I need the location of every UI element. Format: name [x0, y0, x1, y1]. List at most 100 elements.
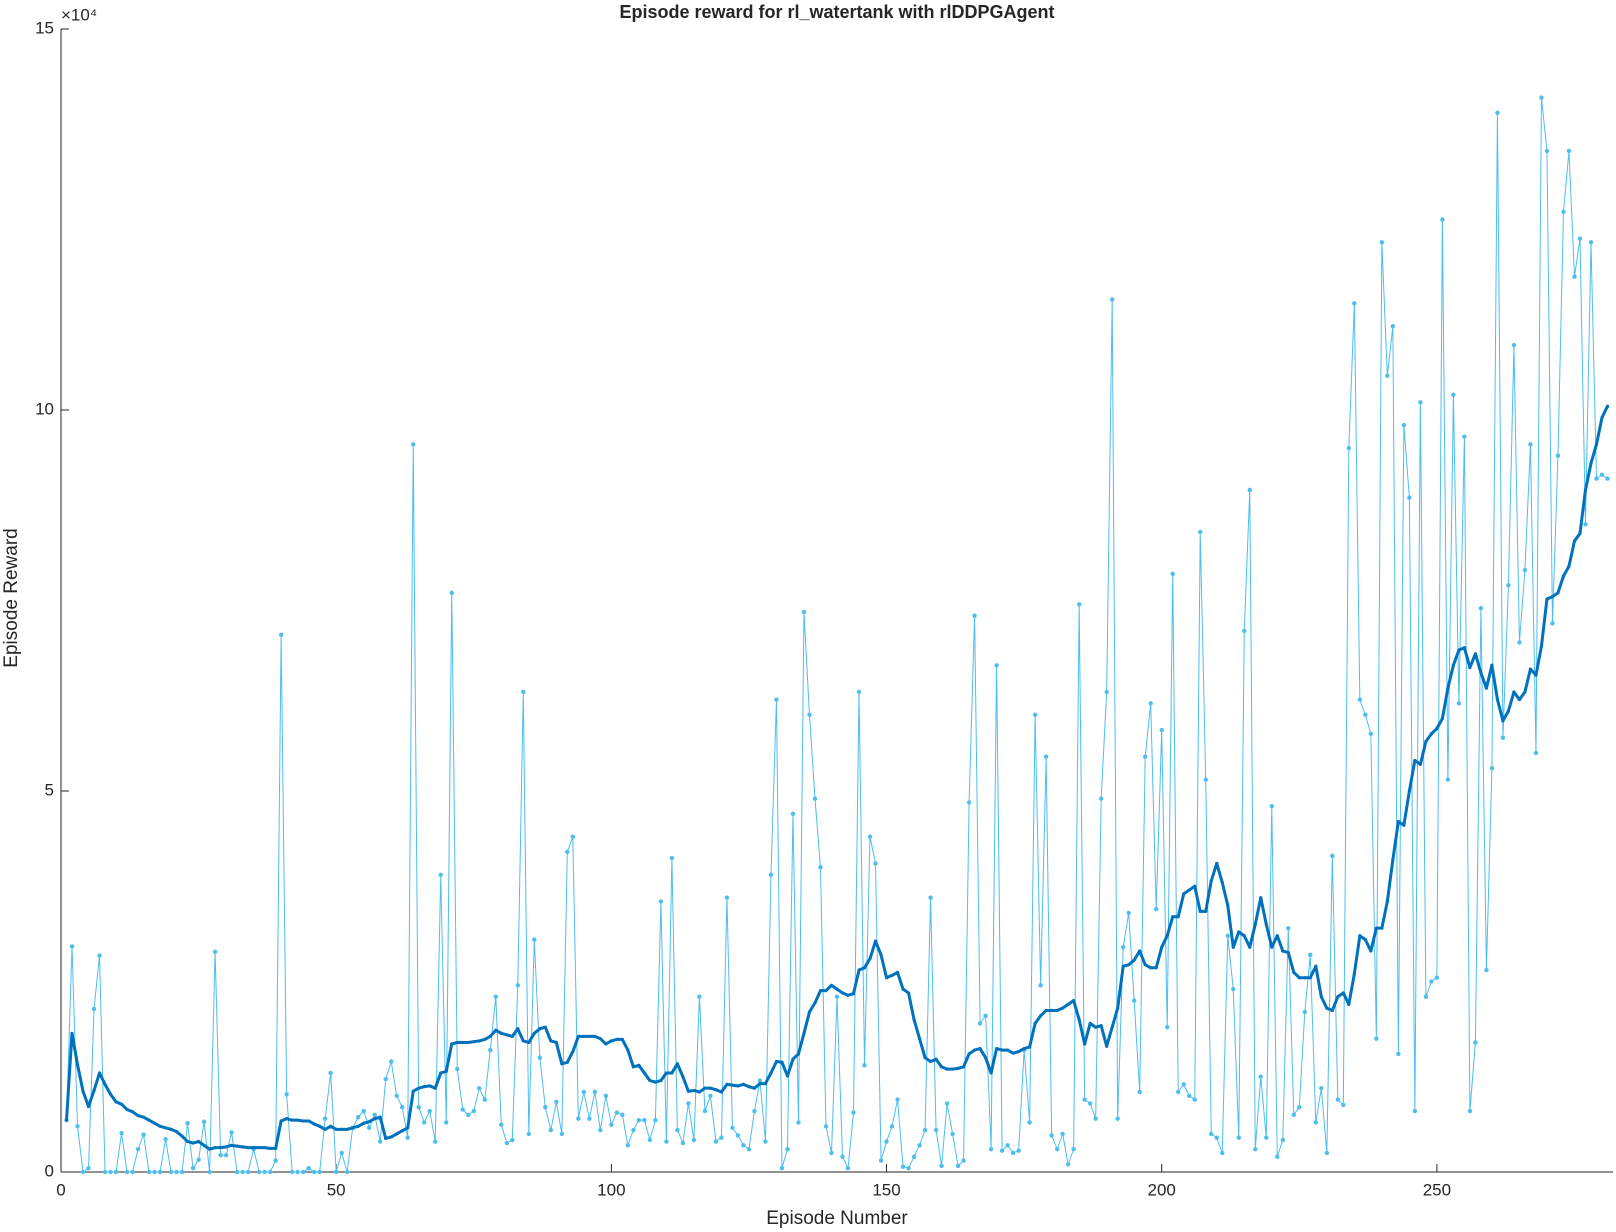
data-point: [1445, 777, 1451, 782]
series-group: [64, 404, 1610, 1151]
data-point: [494, 1028, 498, 1032]
data-point: [988, 1146, 994, 1152]
data-point: [466, 1040, 470, 1045]
data-point: [1456, 701, 1462, 706]
data-point: [1556, 591, 1560, 595]
data-point: [741, 1143, 746, 1148]
data-point: [1131, 998, 1137, 1003]
data-point: [345, 1127, 349, 1131]
data-point: [1242, 934, 1246, 938]
data-point: [901, 987, 905, 991]
data-point: [1270, 945, 1274, 949]
data-point: [1006, 1048, 1010, 1052]
data-point: [1534, 673, 1538, 677]
data-point: [658, 899, 664, 904]
data-point: [1347, 1002, 1351, 1006]
data-point: [543, 1025, 547, 1029]
data-point: [1011, 1051, 1015, 1055]
data-point: [1033, 1021, 1037, 1026]
data-point: [75, 1124, 80, 1129]
data-point: [1247, 487, 1252, 493]
data-point: [560, 1062, 564, 1066]
data-point: [168, 1169, 174, 1175]
data-point: [1451, 392, 1456, 397]
data-point: [956, 1066, 960, 1070]
data-point: [609, 1039, 613, 1043]
series-line: [66, 97, 1608, 1173]
data-point: [1225, 933, 1230, 938]
data-point: [1071, 1146, 1076, 1152]
data-point: [240, 1169, 245, 1175]
data-point: [625, 1143, 631, 1148]
data-point: [81, 1089, 85, 1093]
data-point: [1297, 1105, 1302, 1110]
data-point: [86, 1165, 91, 1171]
data-point: [1094, 1025, 1098, 1029]
data-point: [212, 949, 218, 954]
x-axis-label: Episode Number: [766, 1208, 908, 1229]
data-point: [967, 1052, 971, 1056]
data-point: [444, 1069, 448, 1074]
data-point: [141, 1132, 146, 1137]
data-point: [119, 1102, 124, 1106]
data-point: [1390, 323, 1396, 329]
data-point: [201, 1119, 207, 1124]
data-point: [691, 1137, 697, 1143]
data-point: [1187, 888, 1191, 892]
data-point: [1583, 488, 1588, 492]
data-point: [582, 1034, 586, 1038]
data-point: [1462, 434, 1467, 439]
data-point: [1468, 665, 1472, 670]
data-point: [1401, 423, 1407, 428]
data-point: [147, 1118, 151, 1122]
data-point: [1434, 975, 1440, 980]
data-point: [675, 1127, 680, 1133]
data-point: [1286, 950, 1290, 955]
data-point: [928, 895, 933, 900]
data-point: [801, 609, 807, 615]
data-point: [515, 983, 520, 988]
data-point: [780, 1060, 784, 1064]
data-point: [1346, 445, 1352, 451]
data-point: [565, 849, 570, 855]
data-point: [994, 663, 999, 668]
data-point: [406, 1126, 410, 1130]
data-point: [1539, 95, 1544, 100]
x-tick-label: 50: [327, 1180, 346, 1199]
data-point: [746, 1146, 752, 1152]
data-point: [763, 1139, 768, 1144]
data-point: [862, 966, 867, 970]
data-point: [823, 1124, 829, 1129]
data-point: [400, 1129, 404, 1133]
data-point: [598, 1037, 602, 1041]
data-point: [1121, 964, 1125, 968]
data-point: [400, 1105, 405, 1110]
data-point: [818, 989, 823, 993]
data-point: [791, 1057, 795, 1061]
data-point: [966, 800, 972, 805]
data-point: [471, 1108, 476, 1114]
data-point: [1253, 1146, 1258, 1152]
data-point: [1148, 701, 1153, 706]
data-point: [851, 992, 856, 996]
data-point: [1017, 1050, 1021, 1054]
data-point: [1264, 922, 1268, 926]
data-point: [190, 1165, 196, 1171]
data-point: [581, 1089, 587, 1095]
data-point: [879, 953, 883, 957]
data-point: [372, 1112, 377, 1118]
data-point: [961, 1158, 966, 1163]
data-point: [125, 1107, 129, 1112]
data-point: [1314, 964, 1318, 968]
series-group: [64, 95, 1610, 1175]
data-point: [1082, 1097, 1087, 1102]
data-point: [1506, 709, 1511, 713]
data-point: [796, 1052, 801, 1056]
data-point: [604, 1042, 608, 1046]
data-point: [1065, 1162, 1071, 1167]
data-point: [417, 1086, 421, 1090]
data-point: [1198, 529, 1203, 535]
data-point: [1495, 110, 1500, 116]
data-point: [1341, 1102, 1346, 1108]
data-point: [983, 1056, 988, 1060]
